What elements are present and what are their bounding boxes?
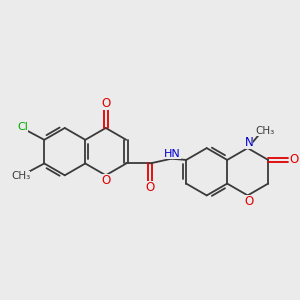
Text: Cl: Cl [17, 122, 28, 132]
Text: O: O [244, 194, 253, 208]
Text: O: O [290, 153, 299, 167]
Text: N: N [244, 136, 253, 149]
Text: O: O [101, 98, 110, 110]
Text: CH₃: CH₃ [256, 126, 275, 136]
Text: O: O [101, 174, 110, 188]
Text: O: O [145, 182, 154, 194]
Text: CH₃: CH₃ [11, 171, 30, 181]
Text: HN: HN [164, 149, 181, 159]
